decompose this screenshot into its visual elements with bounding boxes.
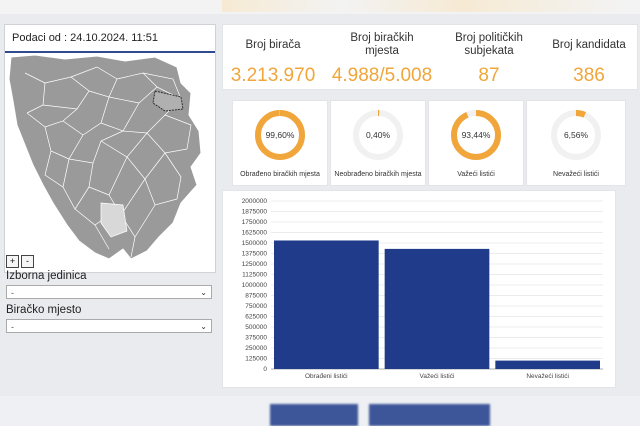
- electoral-unit-value: -: [11, 288, 14, 298]
- y-tick-label: 1000000: [242, 282, 268, 289]
- gauge-caption: Obrađeno biračkih mjesta: [240, 171, 320, 178]
- zoom-out-button[interactable]: -: [21, 255, 34, 268]
- y-tick-label: 750000: [245, 303, 267, 310]
- electoral-unit-label: Izborna jedinica: [6, 270, 87, 282]
- polling-station-value: -: [11, 322, 14, 332]
- gauge-ring: [353, 110, 403, 160]
- gauge-ring: [255, 110, 305, 160]
- y-tick-label: 375000: [245, 335, 267, 342]
- region-map[interactable]: [5, 53, 215, 272]
- gauge-ring: [551, 110, 601, 160]
- blurred-top-edge: [0, 0, 640, 14]
- polling-station-label: Biračko mjesto: [6, 304, 82, 316]
- gauge-caption: Nevažeći listići: [553, 171, 599, 178]
- gauge-invalid: 6,56% Nevažeći listići: [526, 100, 626, 186]
- x-category-label: Važeći listići: [420, 373, 455, 380]
- map-zoom-controls: + -: [6, 255, 34, 268]
- gauge-valid: 93,44% Važeći listići: [428, 100, 524, 186]
- gauge-caption: Važeći listići: [457, 171, 495, 178]
- y-tick-label: 2000000: [242, 198, 268, 205]
- stat-political-subjects: Broj političkih subjekata 87: [441, 25, 537, 86]
- gauge-row: 99,60% Obrađeno biračkih mjesta 0,40% Ne…: [222, 100, 636, 186]
- y-tick-label: 1250000: [242, 261, 268, 268]
- x-category-label: Obrađeni listići: [305, 373, 348, 380]
- y-tick-label: 1500000: [242, 240, 268, 247]
- gauge-caption: Neobrađeno biračkih mjesta: [334, 171, 422, 178]
- stat-label: Broj kandidata: [552, 39, 626, 51]
- polling-station-select[interactable]: - ⌄: [6, 319, 212, 333]
- stat-label: Broj birača: [245, 39, 301, 51]
- stat-value: 3.213.970: [230, 65, 316, 86]
- chevron-down-icon: ⌄: [200, 322, 207, 331]
- zoom-in-button[interactable]: +: [6, 255, 19, 268]
- x-category-label: Nevažeći listići: [526, 373, 569, 380]
- summary-stats: Broj birača 3.213.970 Broj biračkih mjes…: [222, 24, 638, 90]
- y-tick-label: 1125000: [242, 272, 267, 279]
- gauge-value: 0,40%: [365, 130, 391, 140]
- stat-label: Broj političkih subjekata: [455, 32, 523, 57]
- gauge-value: 6,56%: [563, 130, 589, 140]
- stat-label: Broj biračkih mjesta: [350, 32, 414, 57]
- stat-value: 386: [573, 65, 605, 86]
- gauge-value: 99,60%: [265, 130, 295, 140]
- stat-voters: Broj birača 3.213.970: [223, 25, 323, 86]
- bar: [495, 360, 600, 369]
- stat-polling-stations: Broj biračkih mjesta 4.988/5.008: [327, 25, 437, 86]
- y-tick-label: 1875000: [242, 209, 268, 216]
- electoral-unit-select[interactable]: - ⌄: [6, 285, 212, 299]
- stat-value: 87: [478, 65, 500, 86]
- chart-canvas: 0 125000 250000 375000 500000 625000 750000 875…: [242, 198, 603, 380]
- y-tick-label: 875000: [245, 293, 267, 300]
- bar: [274, 240, 379, 369]
- gauge-value: 93,44%: [461, 130, 491, 140]
- chevron-down-icon: ⌄: [200, 288, 207, 297]
- gauge-processed: 99,60% Obrađeno biračkih mjesta: [232, 100, 328, 186]
- municipality-map[interactable]: [5, 53, 215, 272]
- y-tick-label: 1625000: [242, 230, 268, 237]
- y-tick-label: 0: [263, 366, 267, 373]
- bar: [384, 248, 490, 369]
- stat-candidates: Broj kandidata 386: [541, 25, 637, 86]
- y-tick-label: 250000: [245, 345, 267, 352]
- gauge-unprocessed: 0,40% Neobrađeno biračkih mjesta: [330, 100, 426, 186]
- y-tick-label: 1375000: [242, 251, 268, 258]
- ballots-bar-chart: 0 125000 250000 375000 500000 625000 750000 875…: [222, 190, 616, 388]
- blurred-bottom-edge: [0, 396, 640, 426]
- y-tick-label: 1750000: [242, 219, 268, 226]
- map-panel: Podaci od : 24.10.2024. 11:51: [4, 24, 216, 273]
- y-tick-label: 500000: [245, 324, 267, 331]
- y-tick-label: 125000: [245, 356, 267, 363]
- gauge-ring: [451, 110, 501, 160]
- stat-value: 4.988/5.008: [331, 65, 433, 86]
- data-timestamp: Podaci od : 24.10.2024. 11:51: [5, 25, 215, 53]
- y-tick-label: 625000: [245, 314, 267, 321]
